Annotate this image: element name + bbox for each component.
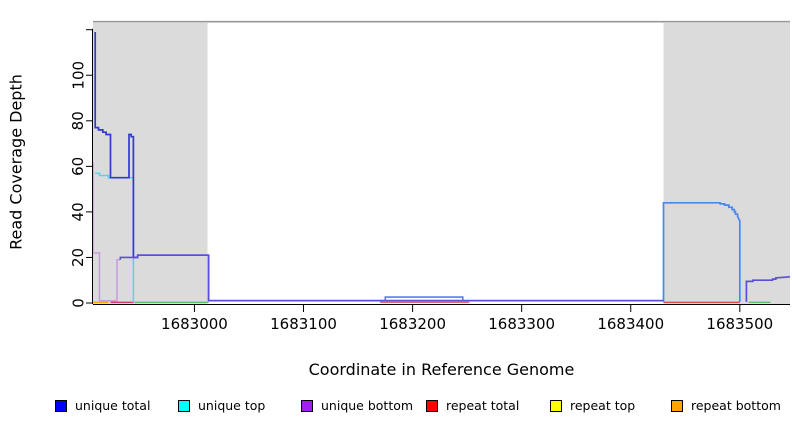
legend: unique total unique top unique bottom repea… [0,398,792,420]
legend-label: unique bottom [321,398,414,413]
x-tick-label: 1683000 [161,315,228,333]
x-tick-label: 1683200 [379,315,446,333]
legend-item-repeat-bottom: repeat bottom [671,398,781,413]
y-tick-label: 20 [69,248,87,267]
legend-swatch-repeat-top [550,399,562,412]
legend-swatch-unique-total [55,399,67,412]
legend-label: repeat top [570,398,636,413]
legend-label: repeat bottom [691,398,781,413]
unique-total-bump-line [384,296,464,301]
legend-swatch-unique-top [178,399,190,412]
legend-label: unique top [198,398,266,413]
x-axis-title: Coordinate in Reference Genome [308,360,575,379]
y-tick-label: 40 [69,202,87,221]
unique-bottom-tail-line [745,275,791,302]
y-axis-title: Read Coverage Depth [6,74,26,250]
y-tick-label: 80 [69,111,87,130]
x-tick-label: 1683400 [597,315,664,333]
legend-item-unique-total: unique total [55,398,150,413]
legend-item-unique-bottom: unique bottom [301,398,413,413]
legend-label: repeat total [446,398,520,413]
masked-region-2 [663,23,790,304]
x-tick-label: 1683500 [706,315,773,333]
masked-region-1 [93,23,208,304]
y-tick-label: 0 [69,298,87,308]
legend-item-repeat-top: repeat top [550,398,635,413]
legend-swatch-unique-bottom [301,399,313,412]
legend-label: unique total [75,398,151,413]
y-tick-label: 100 [69,61,87,90]
legend-swatch-repeat-total [426,399,438,412]
legend-item-unique-top: unique top [178,398,265,413]
unique-total-plateau-line [662,201,741,302]
y-tick-label: 60 [69,157,87,176]
x-tick-label: 1683100 [270,315,337,333]
legend-swatch-repeat-bottom [671,399,683,412]
coverage-plot-canvas: 0 20 40 60 80 100 1683000 1683100 1683200 1683300… [69,20,791,333]
legend-item-repeat-total: repeat total [426,398,519,413]
x-tick-label: 1683300 [488,315,555,333]
unique-bottom-mid-line [119,254,664,302]
